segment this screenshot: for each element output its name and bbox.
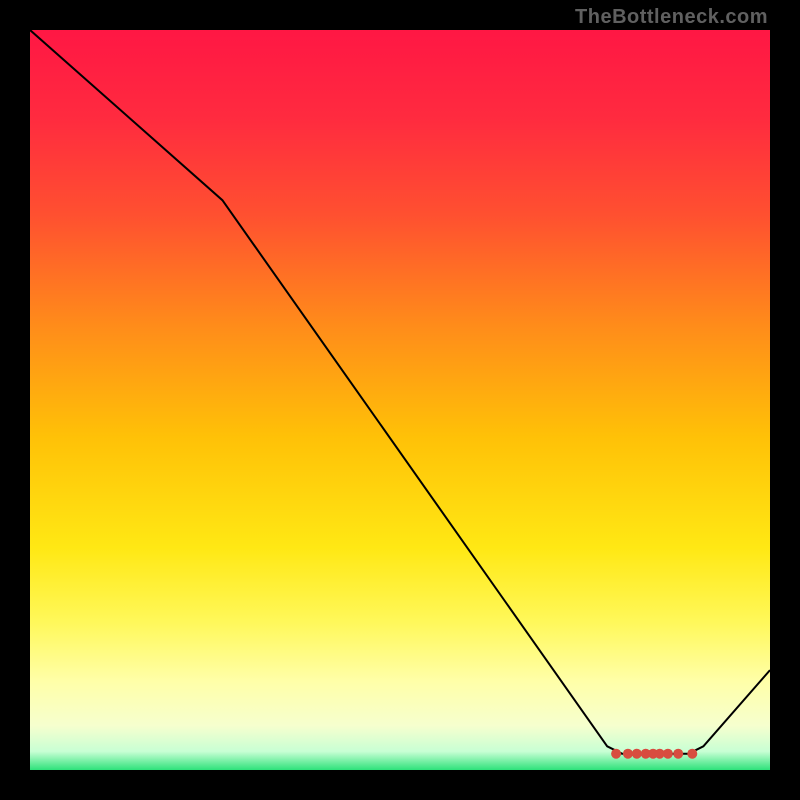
optimum-marker bbox=[663, 749, 673, 759]
chart-background bbox=[30, 30, 770, 770]
chart-container: { "chart": { "type": "line", "attributio… bbox=[0, 0, 800, 800]
optimum-marker bbox=[673, 749, 683, 759]
attribution-label: TheBottleneck.com bbox=[575, 6, 768, 29]
optimum-marker bbox=[611, 749, 621, 759]
bottleneck-chart bbox=[30, 30, 770, 770]
optimum-marker bbox=[632, 749, 642, 759]
optimum-marker bbox=[623, 749, 633, 759]
optimum-marker bbox=[687, 749, 697, 759]
